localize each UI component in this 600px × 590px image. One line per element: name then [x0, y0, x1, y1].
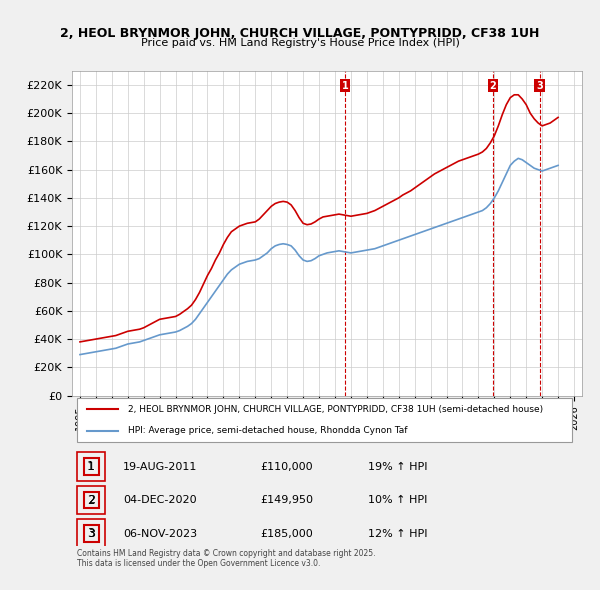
Text: 2: 2	[490, 81, 496, 90]
Text: 3: 3	[87, 527, 95, 540]
Text: £110,000: £110,000	[260, 461, 313, 471]
Text: Price paid vs. HM Land Registry's House Price Index (HPI): Price paid vs. HM Land Registry's House …	[140, 38, 460, 48]
Text: 3: 3	[88, 529, 95, 539]
Text: 19-AUG-2011: 19-AUG-2011	[123, 461, 197, 471]
Text: 1: 1	[88, 461, 95, 471]
Text: £149,950: £149,950	[260, 495, 314, 505]
Text: HPI: Average price, semi-detached house, Rhondda Cynon Taf: HPI: Average price, semi-detached house,…	[128, 426, 407, 435]
Text: 1: 1	[87, 460, 95, 473]
Text: 06-NOV-2023: 06-NOV-2023	[123, 529, 197, 539]
Text: 2, HEOL BRYNMOR JOHN, CHURCH VILLAGE, PONTYPRIDD, CF38 1UH: 2, HEOL BRYNMOR JOHN, CHURCH VILLAGE, PO…	[61, 27, 539, 40]
Text: 2: 2	[88, 495, 95, 505]
Text: 2, HEOL BRYNMOR JOHN, CHURCH VILLAGE, PONTYPRIDD, CF38 1UH (semi-detached house): 2, HEOL BRYNMOR JOHN, CHURCH VILLAGE, PO…	[128, 405, 543, 414]
Text: 2: 2	[88, 495, 95, 505]
Text: 2: 2	[87, 494, 95, 507]
Text: 12% ↑ HPI: 12% ↑ HPI	[368, 529, 427, 539]
Text: £185,000: £185,000	[260, 529, 313, 539]
Text: 3: 3	[536, 81, 543, 90]
FancyBboxPatch shape	[77, 398, 572, 442]
Text: Contains HM Land Registry data © Crown copyright and database right 2025.
This d: Contains HM Land Registry data © Crown c…	[77, 549, 376, 568]
Text: 3: 3	[88, 529, 95, 539]
Text: 1: 1	[341, 81, 349, 90]
Text: 10% ↑ HPI: 10% ↑ HPI	[368, 495, 427, 505]
Text: 1: 1	[88, 461, 95, 471]
Text: 19% ↑ HPI: 19% ↑ HPI	[368, 461, 427, 471]
Text: 04-DEC-2020: 04-DEC-2020	[123, 495, 197, 505]
